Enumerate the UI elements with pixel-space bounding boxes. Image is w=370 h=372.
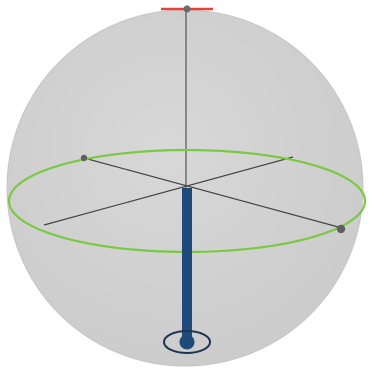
y-axis-line bbox=[43, 156, 294, 226]
axis-point-back bbox=[80, 154, 88, 162]
axis-point-front bbox=[336, 224, 346, 234]
x-axis-line bbox=[83, 157, 343, 229]
north-pole-point bbox=[183, 5, 191, 13]
state-vector-tip bbox=[179, 334, 195, 350]
state-target-ring bbox=[163, 330, 211, 354]
state-vector-shaft bbox=[182, 188, 192, 338]
